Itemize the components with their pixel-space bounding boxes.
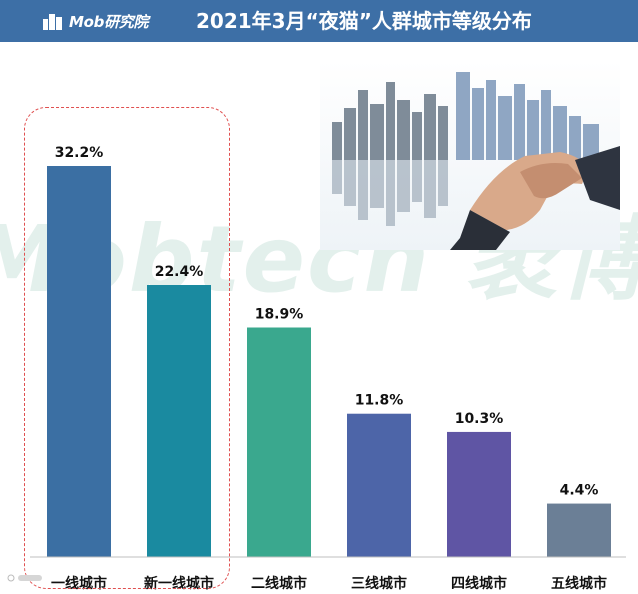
- category-label-4: 三线城市: [351, 575, 407, 592]
- value-label-3: 18.9%: [255, 307, 304, 323]
- category-label-1: 一线城市: [51, 575, 107, 592]
- category-label-5: 四线城市: [451, 575, 507, 592]
- bar-1: [47, 166, 111, 557]
- category-label-6: 五线城市: [551, 575, 607, 592]
- building-icon: [43, 14, 62, 30]
- category-label-3: 二线城市: [251, 575, 307, 592]
- value-label-5: 10.3%: [455, 411, 504, 427]
- city-handshake-image: [320, 60, 620, 250]
- bar-5: [447, 431, 511, 557]
- bar-6: [547, 503, 611, 557]
- share-icon: [7, 574, 42, 582]
- bar-chart: 32.2% 一线城市 22.4% 新一线城市 18.9% 二线城市 11.8% 三线城市 10.…: [30, 145, 626, 592]
- value-label-6: 4.4%: [560, 483, 599, 499]
- bar-3: [247, 327, 311, 557]
- header-bar: Mob研究院 2021年3月“夜猫”人群城市等级分布: [0, 0, 638, 42]
- value-label-4: 11.8%: [355, 393, 404, 409]
- brand-logo: Mob研究院: [42, 9, 148, 33]
- logo-text: Mob研究院: [69, 12, 149, 31]
- value-label-1: 32.2%: [55, 145, 104, 161]
- bar-4: [347, 413, 411, 557]
- footer-watermark: [6, 572, 46, 587]
- value-label-2: 22.4%: [155, 264, 204, 280]
- page-title: 2021年3月“夜猫”人群城市等级分布: [196, 9, 532, 33]
- bar-2: [147, 285, 211, 557]
- highlight-box: [24, 107, 230, 589]
- category-label-2: 新一线城市: [144, 575, 214, 592]
